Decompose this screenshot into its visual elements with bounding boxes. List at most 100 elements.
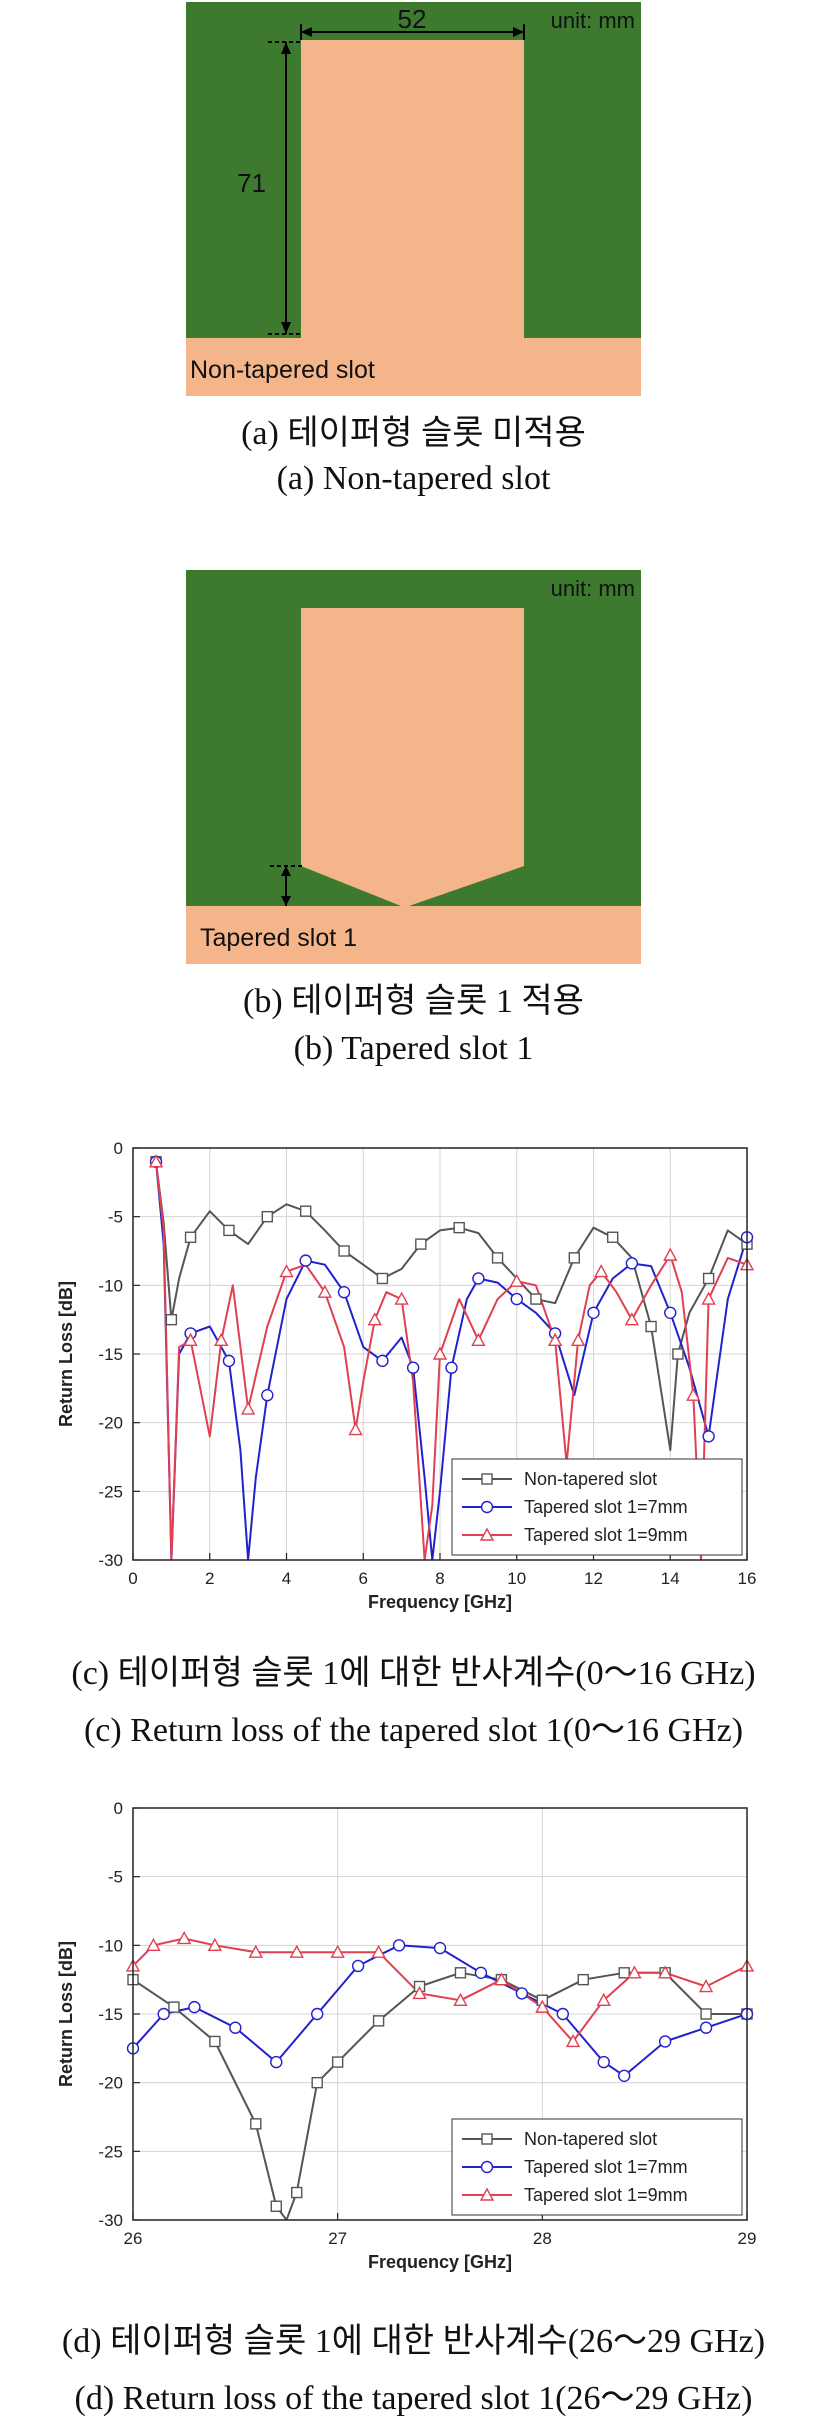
y-axis-label: Return Loss [dB] — [56, 1281, 76, 1427]
y-axis-label: Return Loss [dB] — [56, 1941, 76, 2087]
figure-b-layout: unit: mm Tapered slot 1 — [186, 570, 641, 964]
x-tick-label: 4 — [282, 1569, 291, 1588]
data-point-triangle — [279, 1264, 294, 1278]
data-point-square — [376, 1272, 389, 1285]
y-tick-label: 0 — [114, 1140, 123, 1158]
data-point-square — [568, 1252, 581, 1264]
data-point-triangle — [183, 1332, 198, 1346]
x-tick-label: 10 — [507, 1569, 526, 1588]
data-point-square — [454, 1967, 467, 1979]
data-point-triangle — [176, 1931, 192, 1945]
x-tick-label: 29 — [738, 2229, 757, 2248]
y-tick-label: -15 — [98, 1345, 123, 1364]
data-point-triangle — [432, 1346, 448, 1360]
data-point-square — [165, 1313, 178, 1326]
data-point-triangle — [330, 1944, 345, 1958]
data-point-triangle — [657, 1965, 673, 1979]
legend-label-1: Non-tapered slot — [524, 2129, 657, 2149]
data-point-circle — [270, 2055, 283, 2069]
data-point-triangle — [412, 1985, 427, 2000]
data-point-square — [606, 1231, 619, 1243]
data-point-triangle — [240, 1401, 256, 1415]
data-point-circle — [702, 1430, 715, 1443]
y-tick-label: 0 — [114, 1800, 123, 1818]
legend-label-3: Tapered slot 1=9mm — [524, 2185, 688, 2205]
data-point-triangle — [509, 1273, 524, 1287]
data-point-square — [645, 1320, 657, 1333]
data-point-triangle — [289, 1944, 304, 1958]
data-point-circle — [597, 2055, 610, 2069]
x-tick-label: 2 — [205, 1569, 214, 1588]
data-point-square — [453, 1221, 465, 1234]
data-point-square — [261, 1210, 274, 1223]
data-point-circle — [510, 1292, 523, 1306]
caption-d-ko: (d) 테이퍼형 슬롯 1에 대한 반사계수(26～29 GHz) — [61, 2323, 766, 2360]
data-point-circle — [337, 1285, 351, 1299]
data-point-triangle — [146, 1937, 161, 1952]
data-point-circle — [658, 2035, 672, 2048]
taper-arrow-top-icon — [281, 866, 291, 876]
x-tick-label: 12 — [584, 1569, 603, 1588]
x-tick-label: 27 — [328, 2229, 347, 2248]
data-point-triangle — [698, 1979, 714, 1993]
data-point-triangle — [701, 1291, 716, 1305]
y-tick-label: -10 — [98, 1936, 123, 1955]
legend-label-1: Non-tapered slot — [524, 1469, 657, 1489]
x-tick-label: 28 — [533, 2229, 552, 2248]
x-axis-label: Frequency [GHz] — [368, 1592, 512, 1612]
x-axis-label: Frequency [GHz] — [368, 2252, 512, 2272]
x-tick-label: 6 — [359, 1569, 368, 1588]
width-dimension-label: 52 — [398, 4, 427, 34]
data-point-triangle — [317, 1284, 333, 1298]
return-loss-chart-0-16ghz: 0 2 4 6 8 10 12 14 16 0 -5 -10 -15 -20 -25 -30 Frequency… — [56, 1140, 757, 1612]
return-loss-chart-26-29ghz: 26 27 28 29 0 -5 -10 -15 -20 -25 -30 Frequency [GHz… — [56, 1800, 757, 2272]
data-point-square — [530, 1293, 542, 1305]
data-point-circle — [392, 1939, 406, 1952]
series-line-1 — [155, 1161, 747, 1452]
x-tick-label: 14 — [661, 1569, 680, 1588]
y-tick-label: -25 — [98, 1482, 123, 1501]
y-tick-label: -30 — [98, 2211, 123, 2230]
data-point-circle — [472, 1272, 485, 1285]
data-point-circle — [664, 1306, 677, 1320]
x-tick-label: 8 — [435, 1569, 444, 1588]
data-point-square — [672, 1348, 684, 1360]
x-tick-label: 16 — [738, 1569, 757, 1588]
legend: Non-tapered slot Tapered slot 1=7mm Tapere… — [451, 1458, 743, 1556]
width-arrow-left-icon — [301, 27, 312, 37]
data-point-square — [372, 2015, 385, 2027]
tapered-patch-element — [301, 608, 524, 906]
data-point-triangle — [565, 2034, 581, 2048]
data-point-square — [250, 2118, 262, 2130]
feed-line — [401, 888, 409, 964]
data-point-triangle — [214, 1332, 229, 1346]
series-line-2 — [155, 1161, 747, 1560]
data-point-triangle — [367, 1312, 382, 1326]
data-point-square — [491, 1252, 504, 1264]
data-point-square — [291, 2186, 303, 2199]
data-point-square — [270, 2200, 282, 2212]
legend-marker-square — [481, 1473, 493, 1485]
legend-marker-triangle — [479, 1527, 495, 1541]
data-point-circle — [229, 2021, 242, 2034]
data-point-triangle — [686, 1387, 701, 1401]
height-dimension-label: 71 — [237, 168, 266, 198]
caption-b-ko: (b) 테이퍼형 슬롯 1 적용 — [243, 983, 584, 1020]
data-point-triangle — [207, 1937, 223, 1952]
legend-marker-square — [481, 2133, 493, 2145]
data-point-square — [338, 1245, 350, 1257]
data-point-triangle — [663, 1247, 678, 1261]
feed-line — [401, 320, 409, 396]
data-point-square — [700, 2008, 712, 2020]
data-point-triangle — [471, 1332, 486, 1346]
legend-marker-circle — [480, 2160, 494, 2174]
feed-substrate — [186, 338, 641, 396]
slot-label-a: Non-tapered slot — [190, 356, 375, 384]
unit-label-b: unit: mm — [551, 576, 635, 601]
legend: Non-tapered slot Tapered slot 1=7mm Tapere… — [451, 2118, 743, 2216]
data-point-triangle — [348, 1422, 363, 1436]
data-point-triangle — [624, 1312, 640, 1326]
data-point-square — [331, 2056, 344, 2068]
data-point-circle — [376, 1354, 389, 1368]
data-point-square — [618, 1967, 630, 1979]
